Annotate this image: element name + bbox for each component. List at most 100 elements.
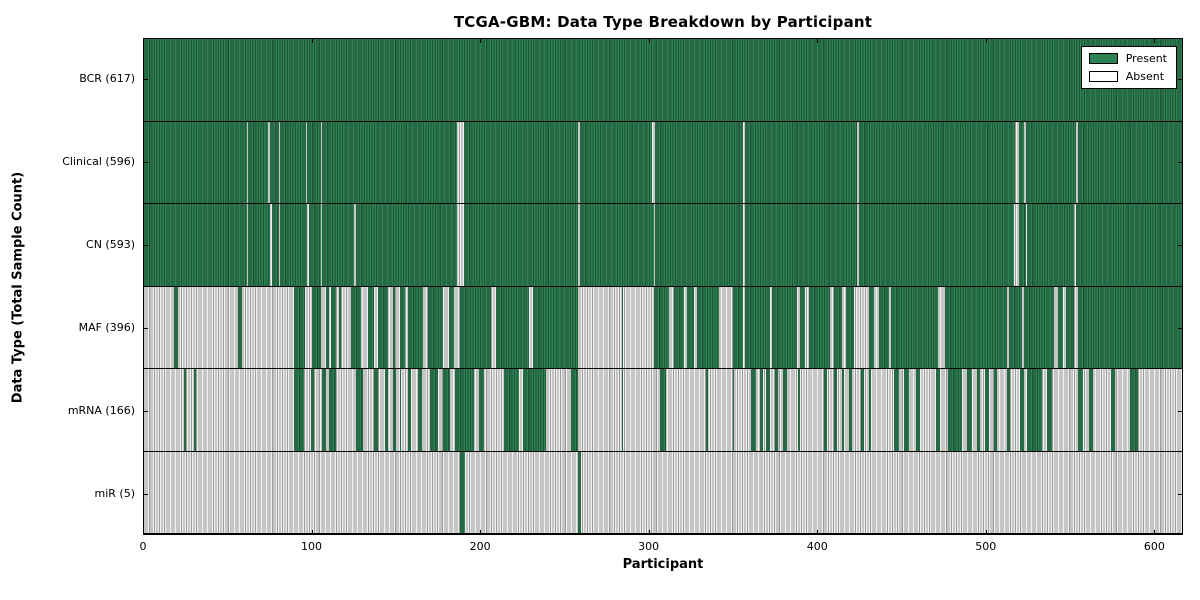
present-segment <box>1089 369 1093 451</box>
x-tick-mark <box>1154 530 1156 534</box>
present-segment <box>985 369 989 451</box>
present-segment <box>751 369 757 451</box>
y-tick-mark <box>1178 245 1182 247</box>
y-tick-mark <box>144 410 148 412</box>
present-segment <box>418 369 422 451</box>
x-tick-mark <box>143 39 144 43</box>
present-segment <box>578 451 582 533</box>
present-segment <box>392 286 395 368</box>
y-tick-label: BCR (617) <box>79 72 135 86</box>
x-tick-label: 600 <box>1143 540 1165 553</box>
present-segment <box>522 369 547 451</box>
present-segment <box>374 369 378 451</box>
present-segment <box>766 369 770 451</box>
x-tick-mark <box>311 39 313 43</box>
y-tick-mark <box>144 327 148 329</box>
x-tick-label: 0 <box>139 540 147 553</box>
legend-item-absent: Absent <box>1088 70 1167 83</box>
present-segment <box>944 286 1008 368</box>
x-tick-mark <box>1154 39 1156 43</box>
present-segment <box>355 204 457 286</box>
x-tick-label: 100 <box>301 540 323 553</box>
present-segment <box>848 369 853 451</box>
present-segment <box>1018 204 1026 286</box>
present-segment <box>443 369 451 451</box>
present-segment <box>858 121 1016 203</box>
present-segment <box>744 121 858 203</box>
present-segment <box>144 39 1182 121</box>
present-segment <box>330 286 336 368</box>
present-segment <box>455 369 474 451</box>
present-segment <box>322 121 457 203</box>
present-segment <box>744 286 770 368</box>
legend-present-label: Present <box>1125 52 1167 65</box>
present-segment <box>697 286 720 368</box>
present-segment <box>144 121 247 203</box>
y-tick-label: miR (5) <box>94 486 136 500</box>
present-segment <box>1008 286 1023 368</box>
y-tick-mark <box>144 79 148 81</box>
present-segment <box>890 286 939 368</box>
present-segment <box>392 369 397 451</box>
legend-present-swatch <box>1088 53 1118 64</box>
present-segment <box>869 369 871 451</box>
present-segment <box>660 369 666 451</box>
present-segment <box>310 369 314 451</box>
present-segment <box>823 369 828 451</box>
present-segment <box>399 286 405 368</box>
present-segment <box>238 286 242 368</box>
present-segment <box>248 121 269 203</box>
legend: Present Absent <box>1080 46 1177 89</box>
row-bcr <box>144 39 1182 122</box>
present-segment <box>744 204 858 286</box>
present-segment <box>325 286 330 368</box>
present-segment <box>653 286 669 368</box>
present-segment <box>495 286 530 368</box>
present-segment <box>579 204 654 286</box>
present-segment <box>1129 369 1139 451</box>
x-tick-mark <box>985 39 987 43</box>
legend-item-present: Present <box>1088 52 1167 65</box>
present-segment <box>280 121 306 203</box>
present-segment <box>993 369 997 451</box>
y-axis-label: Data Type (Total Sample Count) <box>10 171 26 404</box>
present-segment <box>1023 286 1055 368</box>
present-segment <box>408 286 424 368</box>
present-segment <box>759 369 764 451</box>
present-segment <box>248 204 271 286</box>
row-cn <box>144 204 1182 287</box>
present-segment <box>339 286 341 368</box>
y-tick-mark <box>1178 327 1182 329</box>
present-segment <box>174 286 178 368</box>
present-segment <box>1065 286 1075 368</box>
present-segment <box>350 286 362 368</box>
present-segment <box>384 369 388 451</box>
x-tick-mark <box>143 530 144 534</box>
present-segment <box>1027 369 1043 451</box>
x-tick-mark <box>648 530 650 534</box>
present-segment <box>377 286 388 368</box>
present-segment <box>322 204 355 286</box>
y-tick-mark <box>144 245 148 247</box>
y-tick-label: mRNA (166) <box>67 403 135 417</box>
x-tick-label: 200 <box>469 540 491 553</box>
y-tick-label: MAF (396) <box>78 320 135 334</box>
y-tick-mark <box>144 162 148 164</box>
x-tick-mark <box>480 39 482 43</box>
present-segment <box>673 286 685 368</box>
x-tick-label: 400 <box>806 540 828 553</box>
x-tick-mark <box>985 530 987 534</box>
present-segment <box>774 369 779 451</box>
present-segment <box>460 286 491 368</box>
x-tick-mark <box>648 39 650 43</box>
present-segment <box>532 286 579 368</box>
present-segment <box>399 369 402 451</box>
present-segment <box>936 369 940 451</box>
present-segment <box>1047 369 1053 451</box>
present-segment <box>329 369 336 451</box>
legend-absent-swatch <box>1088 71 1118 82</box>
present-segment <box>271 204 279 286</box>
y-tick-mark <box>1178 162 1182 164</box>
y-tick-label: CN (593) <box>86 238 135 252</box>
